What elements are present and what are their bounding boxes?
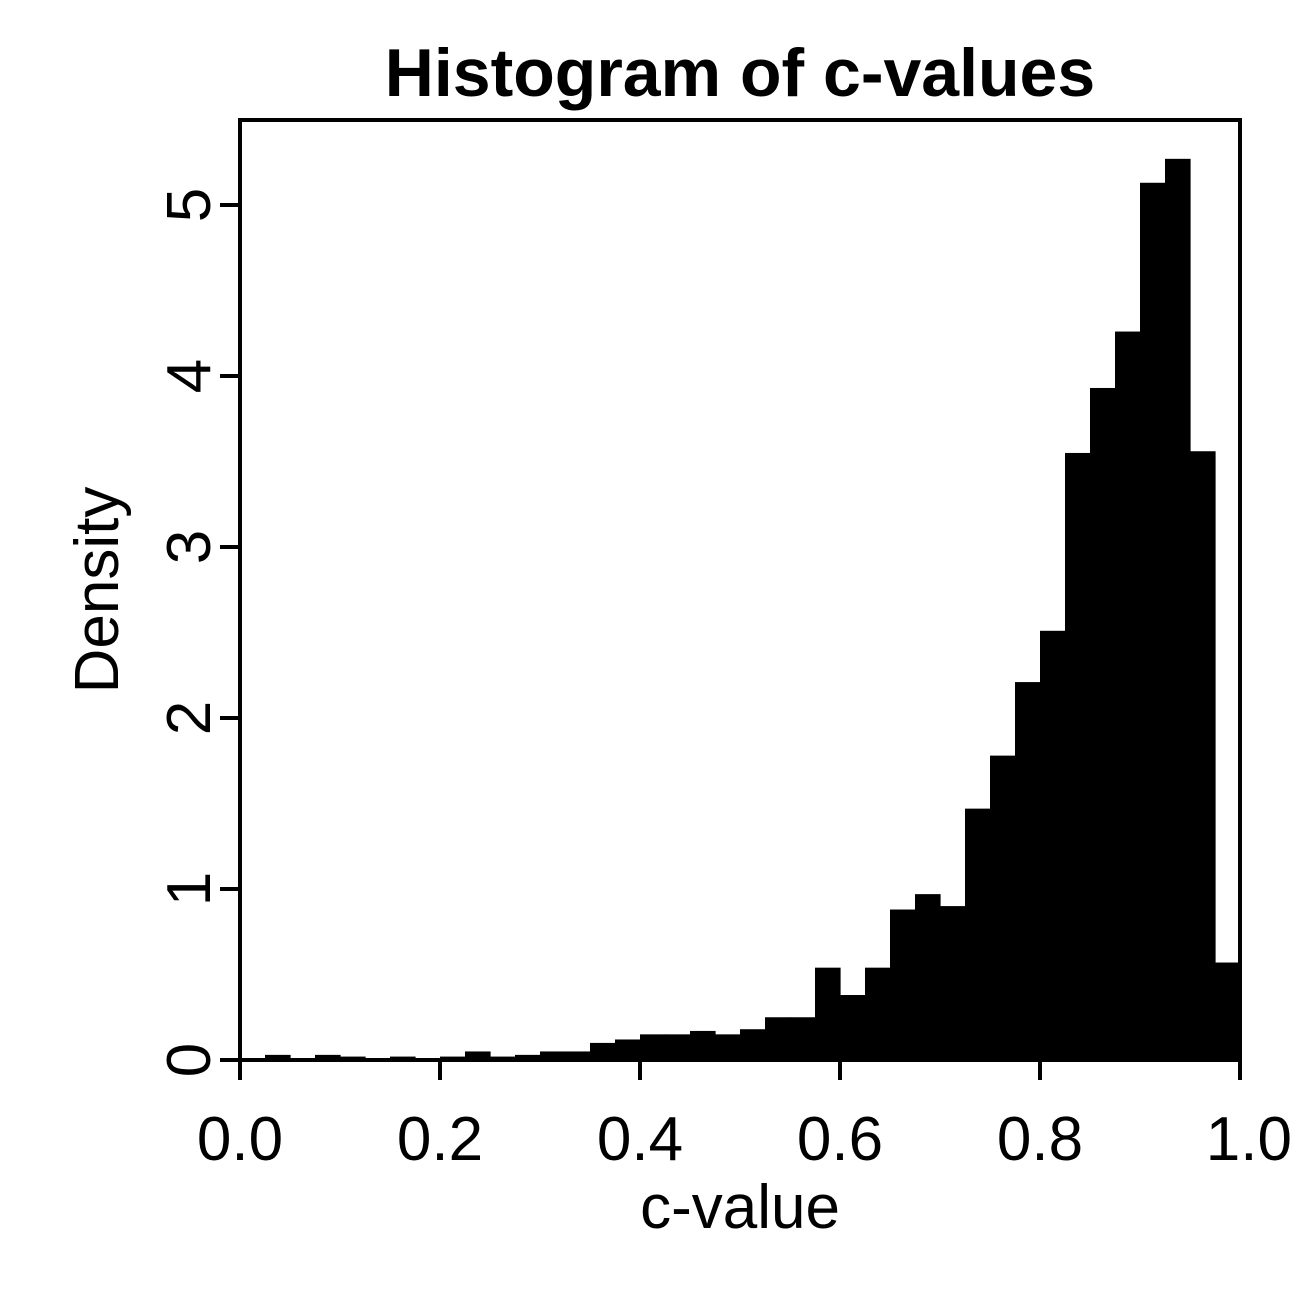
y-tick-label: 2 (155, 701, 224, 735)
histogram-bar (1190, 451, 1216, 1060)
x-tick-label: 0.8 (997, 1105, 1083, 1174)
y-tick-label: 0 (155, 1043, 224, 1077)
bars-group (240, 158, 1241, 1061)
x-tick-label: 1.0 (1206, 1105, 1292, 1174)
y-tick-label: 3 (155, 530, 224, 564)
x-axis: 0.0 0.2 0.4 0.6 0.8 1.0 (197, 1058, 1292, 1174)
histogram-bar (315, 1054, 341, 1060)
histogram-bar (615, 1039, 641, 1060)
x-tick-label: 0.0 (197, 1105, 283, 1174)
histogram-bar (1015, 682, 1041, 1060)
histogram-bar (815, 967, 841, 1060)
histogram-bar (865, 967, 891, 1060)
histogram-bar (565, 1051, 591, 1060)
histogram-bar (1140, 182, 1166, 1060)
histogram-bar (740, 1029, 766, 1060)
histogram-bar (940, 906, 966, 1060)
histogram-bar (590, 1042, 616, 1060)
histogram-bar (840, 995, 866, 1060)
histogram-bar (1090, 387, 1116, 1061)
histogram-bar (765, 1017, 791, 1060)
histogram-bar (665, 1034, 691, 1060)
x-tick-label: 0.6 (797, 1105, 883, 1174)
histogram-bar (465, 1051, 491, 1060)
histogram-bar (790, 1017, 816, 1060)
histogram-bar (540, 1051, 566, 1060)
histogram-bar (265, 1054, 291, 1060)
histogram-bar (965, 808, 991, 1060)
histogram-bar (1165, 158, 1191, 1060)
y-tick-label: 1 (155, 872, 224, 906)
y-tick-label: 4 (155, 359, 224, 393)
histogram-bar (640, 1034, 666, 1060)
x-tick-label: 0.2 (397, 1105, 483, 1174)
histogram-bar (515, 1054, 541, 1060)
x-axis-label: c-value (640, 1173, 840, 1242)
histogram-bar (1065, 452, 1091, 1060)
histogram-bar (1040, 630, 1066, 1060)
histogram-bar (1115, 331, 1141, 1060)
x-tick-label: 0.4 (597, 1105, 683, 1174)
chart-title: Histogram of c-values (385, 35, 1095, 111)
histogram-bar (990, 755, 1016, 1060)
y-axis: 0 1 2 3 4 5 (155, 188, 240, 1077)
histogram-bar (715, 1034, 741, 1060)
histogram-bar (690, 1030, 716, 1060)
histogram-bar (915, 894, 941, 1060)
histogram-bar (890, 909, 916, 1060)
y-axis-label: Density (63, 487, 132, 694)
y-tick-label: 5 (155, 188, 224, 222)
histogram-bar (1215, 962, 1241, 1060)
